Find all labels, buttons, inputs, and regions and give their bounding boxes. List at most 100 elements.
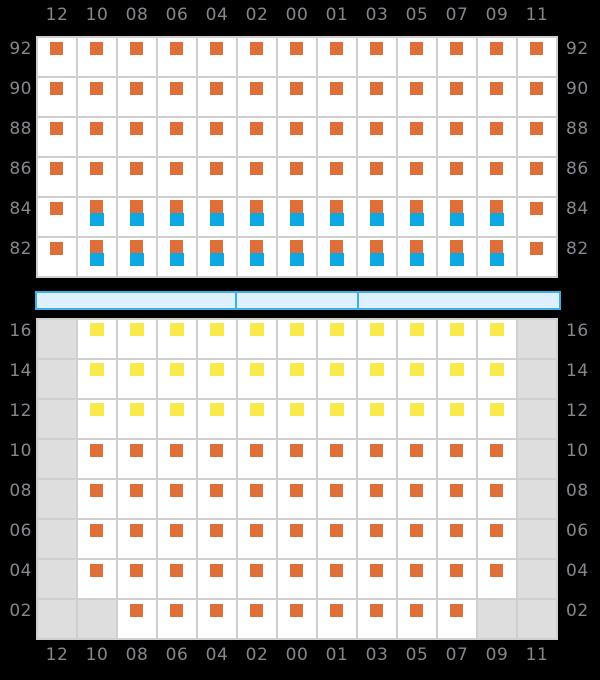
grid-cell [158, 158, 196, 196]
grid-cell [478, 38, 516, 76]
grid-cell [38, 118, 76, 156]
orange-marker [450, 42, 463, 55]
orange-marker [330, 122, 343, 135]
yellow-marker [90, 363, 104, 376]
orange-marker [210, 162, 223, 175]
orange-marker [330, 604, 343, 617]
row-label: 14 [566, 361, 589, 381]
grid-cell [198, 600, 236, 638]
orange-marker [50, 162, 63, 175]
range-selector-segment[interactable] [361, 293, 559, 308]
yellow-marker [330, 363, 344, 376]
grid-cell [278, 600, 316, 638]
grid-cell [318, 38, 356, 76]
orange-marker [490, 240, 503, 253]
range-selector-bar[interactable] [35, 291, 561, 310]
orange-marker [450, 604, 463, 617]
orange-marker [250, 604, 263, 617]
orange-marker [90, 564, 103, 577]
grid-cell [438, 400, 476, 438]
range-selector-segment[interactable] [239, 293, 359, 308]
orange-marker [50, 122, 63, 135]
grid-cell [158, 320, 196, 358]
grid-cell [518, 440, 556, 478]
orange-marker [290, 42, 303, 55]
grid-cell [518, 238, 556, 276]
yellow-marker [250, 363, 264, 376]
grid-cell [158, 480, 196, 518]
grid-cell [358, 440, 396, 478]
row-label: 10 [9, 441, 32, 461]
blue-marker [370, 213, 384, 226]
yellow-marker [210, 363, 224, 376]
grid-cell [78, 400, 116, 438]
grid-cell [198, 198, 236, 236]
grid-cell [478, 360, 516, 398]
grid-cell [78, 520, 116, 558]
grid-cell [238, 320, 276, 358]
grid-cell [278, 520, 316, 558]
hour-label: 00 [285, 5, 309, 25]
blue-marker [250, 213, 264, 226]
yellow-marker [170, 323, 184, 336]
row-label: 04 [566, 561, 589, 581]
grid-cell [318, 238, 356, 276]
grid-cell [198, 78, 236, 116]
yellow-marker [410, 403, 424, 416]
orange-marker [410, 484, 423, 497]
grid-cell [478, 158, 516, 196]
grid-cell [358, 158, 396, 196]
orange-marker [290, 484, 303, 497]
grid-cell [358, 480, 396, 518]
orange-marker [90, 42, 103, 55]
orange-marker [90, 484, 103, 497]
blue-marker [170, 213, 184, 226]
grid-cell [278, 440, 316, 478]
orange-marker [170, 162, 183, 175]
grid-cell [438, 158, 476, 196]
orange-marker [250, 200, 263, 213]
top-data-grid [36, 36, 558, 278]
grid-cell [478, 560, 516, 598]
orange-marker [90, 82, 103, 95]
orange-marker [210, 444, 223, 457]
row-label: 02 [9, 601, 32, 621]
orange-marker [450, 564, 463, 577]
grid-cell [38, 38, 76, 76]
orange-marker [490, 524, 503, 537]
hour-label: 12 [45, 645, 69, 665]
orange-marker [330, 162, 343, 175]
orange-marker [490, 200, 503, 213]
orange-marker [450, 82, 463, 95]
grid-cell [78, 118, 116, 156]
grid-cell [398, 118, 436, 156]
grid-cell [278, 480, 316, 518]
range-selector-segment[interactable] [37, 293, 237, 308]
grid-cell [278, 118, 316, 156]
orange-marker [90, 524, 103, 537]
grid-cell [398, 440, 436, 478]
orange-marker [370, 484, 383, 497]
grid-cell [478, 78, 516, 116]
blue-marker [90, 213, 104, 226]
orange-marker [370, 162, 383, 175]
hour-label: 06 [165, 645, 189, 665]
grid-cell [158, 600, 196, 638]
orange-marker [370, 240, 383, 253]
hour-label: 06 [165, 5, 189, 25]
grid-cell [518, 400, 556, 438]
orange-marker [410, 200, 423, 213]
grid-cell [38, 320, 76, 358]
grid-cell [78, 440, 116, 478]
orange-marker [170, 240, 183, 253]
grid-cell [518, 480, 556, 518]
grid-cell [278, 560, 316, 598]
grid-cell [398, 238, 436, 276]
orange-marker [530, 162, 543, 175]
grid-cell [278, 360, 316, 398]
grid-cell [438, 78, 476, 116]
grid-cell [278, 400, 316, 438]
orange-marker [50, 242, 63, 255]
hour-label: 02 [245, 5, 269, 25]
grid-cell [38, 440, 76, 478]
